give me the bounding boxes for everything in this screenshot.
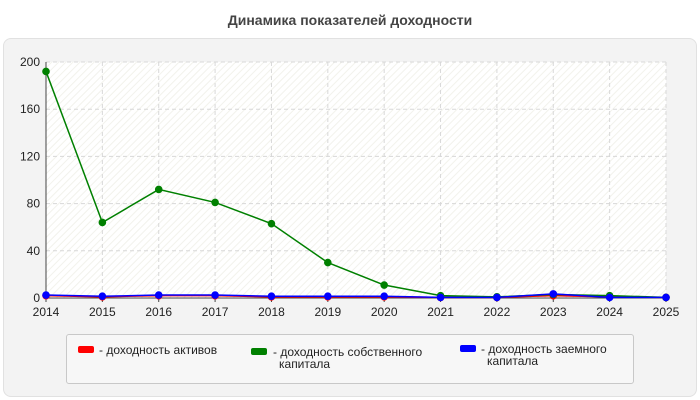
y-tick-labels: 0 40 80 120 160 200 — [20, 55, 40, 305]
data-point — [267, 292, 276, 301]
data-point — [154, 185, 163, 194]
x-tick-label: 2024 — [596, 305, 623, 319]
x-tick-label: 2025 — [653, 305, 680, 319]
x-tick-labels: 2014 2015 2016 2017 2018 2019 2020 2021 2022 2023… — [33, 305, 680, 319]
legend-label-cont: капитала — [487, 354, 539, 368]
legend-swatch-debt — [460, 345, 476, 352]
legend-label-cont: капитала — [279, 357, 331, 371]
data-point — [549, 290, 558, 298]
data-point — [267, 219, 276, 228]
legend-label: - доходность заемного — [481, 342, 607, 356]
legend-label: - доходность активов — [99, 343, 218, 357]
data-point — [436, 293, 445, 302]
x-tick-label: 2016 — [145, 305, 172, 319]
y-tick-label: 160 — [20, 102, 40, 116]
x-tick-label: 2020 — [371, 305, 398, 319]
data-point — [211, 291, 219, 299]
x-tick-label: 2022 — [484, 305, 511, 319]
x-tick-label: 2018 — [258, 305, 285, 319]
x-tick-label: 2023 — [540, 305, 567, 319]
x-tick-label: 2015 — [89, 305, 116, 319]
grid — [46, 61, 667, 298]
data-point — [324, 258, 332, 267]
data-point — [493, 293, 501, 302]
data-point — [324, 292, 332, 301]
data-point — [98, 292, 107, 301]
series-layer — [42, 67, 670, 302]
legend-item-equity: - доходность собственного капитала — [273, 346, 422, 370]
series-2 — [42, 290, 670, 302]
y-tick-label: 120 — [20, 149, 40, 163]
data-point — [662, 293, 670, 302]
y-tick-label: 80 — [27, 197, 41, 211]
y-tick-label: 0 — [33, 291, 40, 305]
data-point — [98, 218, 107, 227]
x-tick-label: 2017 — [202, 305, 229, 319]
plot-background — [46, 62, 666, 298]
data-point — [380, 281, 388, 289]
data-point — [380, 292, 388, 301]
y-tick-label: 200 — [20, 55, 40, 69]
data-point — [42, 67, 50, 76]
data-point — [42, 291, 50, 299]
x-tick-label: 2021 — [427, 305, 454, 319]
legend-swatch-equity — [251, 348, 267, 355]
chart-title: Динамика показателей доходности — [227, 12, 473, 28]
data-point — [605, 293, 614, 302]
legend-item-debt: - доходность заемного капитала — [481, 343, 607, 367]
x-tick-label: 2014 — [33, 305, 60, 319]
data-point — [211, 198, 219, 207]
series-line — [45, 293, 666, 299]
data-point — [154, 291, 163, 299]
legend-swatch-assets — [78, 346, 94, 353]
legend-label: - доходность собственного — [273, 345, 423, 359]
legend: - доходность активов - доходность собств… — [66, 334, 634, 384]
x-tick-label: 2019 — [314, 305, 341, 319]
y-tick-label: 40 — [27, 244, 41, 258]
legend-item-assets: - доходность активов — [99, 344, 217, 356]
